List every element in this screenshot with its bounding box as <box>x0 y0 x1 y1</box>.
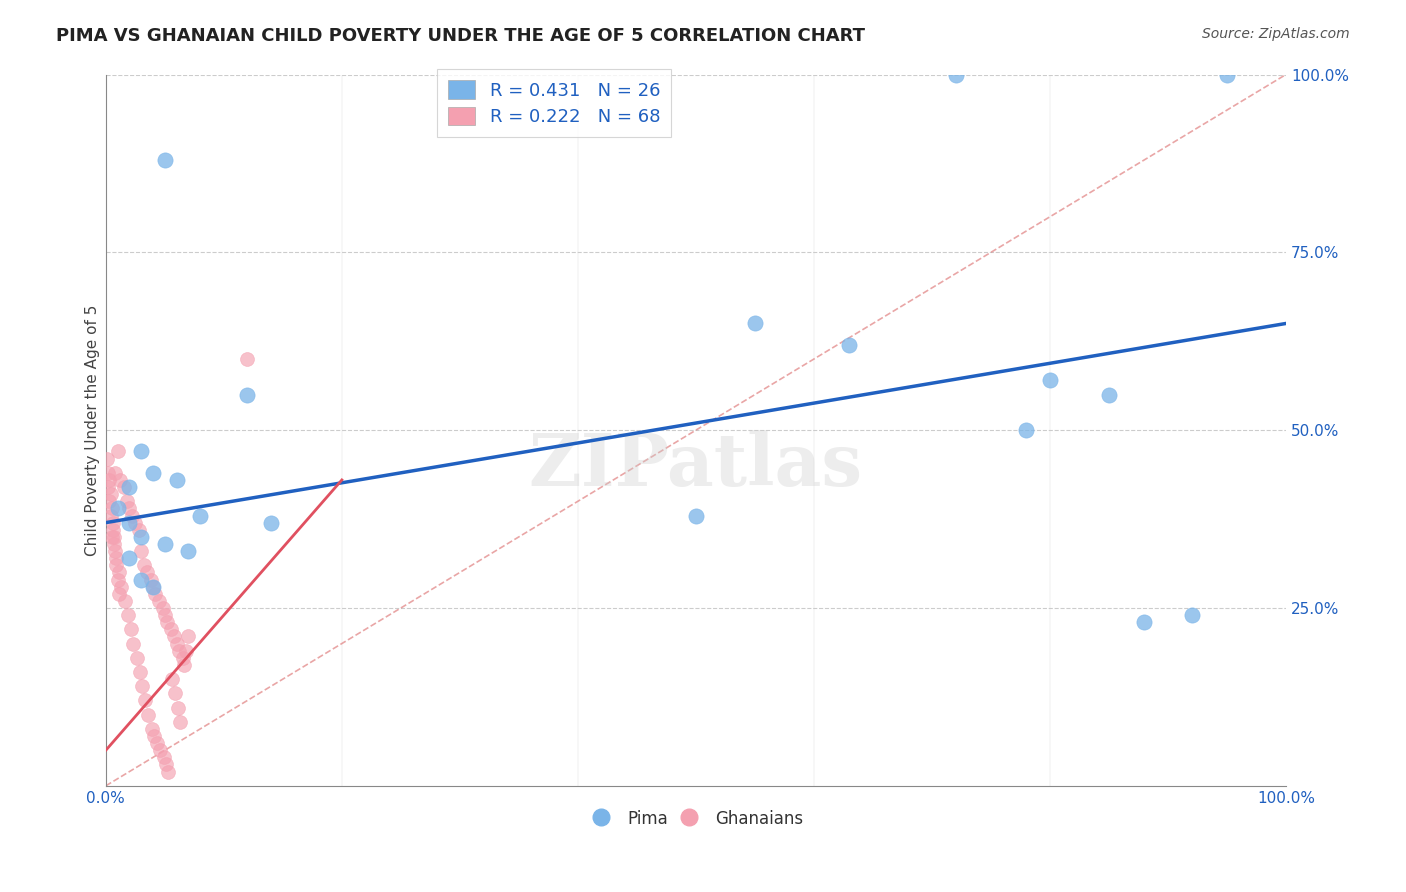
Point <box>744 317 766 331</box>
Point <box>177 629 200 643</box>
Point <box>163 629 186 643</box>
Point <box>236 387 259 401</box>
Point <box>177 544 200 558</box>
Point <box>104 466 127 480</box>
Point <box>169 714 191 729</box>
Point <box>145 587 167 601</box>
Point <box>103 537 125 551</box>
Point <box>105 558 128 573</box>
Point <box>100 508 122 523</box>
Point <box>122 636 145 650</box>
Point <box>145 736 167 750</box>
Point <box>117 608 139 623</box>
Point <box>167 643 190 657</box>
Point <box>129 544 152 558</box>
Point <box>129 444 152 458</box>
Point <box>1098 387 1121 401</box>
Text: ZIPatlas: ZIPatlas <box>529 430 863 501</box>
Point <box>136 566 159 580</box>
Point <box>153 153 176 167</box>
Point <box>166 700 188 714</box>
Point <box>172 650 194 665</box>
Point <box>115 494 138 508</box>
Legend: Pima, Ghanaians: Pima, Ghanaians <box>582 803 810 834</box>
Point <box>157 764 180 779</box>
Point <box>105 551 128 566</box>
Point <box>142 580 165 594</box>
Point <box>107 501 129 516</box>
Point <box>107 573 129 587</box>
Point <box>108 587 131 601</box>
Point <box>100 487 122 501</box>
Point <box>134 693 156 707</box>
Point <box>108 473 131 487</box>
Point <box>120 623 142 637</box>
Point <box>152 601 174 615</box>
Point <box>114 594 136 608</box>
Point <box>97 466 120 480</box>
Point <box>110 580 132 594</box>
Point <box>132 558 155 573</box>
Point <box>141 722 163 736</box>
Point <box>160 672 183 686</box>
Y-axis label: Child Poverty Under the Age of 5: Child Poverty Under the Age of 5 <box>86 304 100 556</box>
Point <box>131 679 153 693</box>
Point <box>1133 615 1156 630</box>
Point <box>152 750 174 764</box>
Point <box>173 657 195 672</box>
Point <box>138 707 160 722</box>
Point <box>165 686 187 700</box>
Point <box>107 444 129 458</box>
Point <box>188 508 211 523</box>
Point <box>128 523 150 537</box>
Point <box>149 743 172 757</box>
Point <box>1216 68 1239 82</box>
Point <box>142 580 165 594</box>
Point <box>838 338 860 352</box>
Point <box>97 480 120 494</box>
Point <box>129 665 152 679</box>
Point <box>118 551 141 566</box>
Point <box>129 530 152 544</box>
Text: Source: ZipAtlas.com: Source: ZipAtlas.com <box>1202 27 1350 41</box>
Point <box>103 530 125 544</box>
Text: PIMA VS GHANAIAN CHILD POVERTY UNDER THE AGE OF 5 CORRELATION CHART: PIMA VS GHANAIAN CHILD POVERTY UNDER THE… <box>56 27 865 45</box>
Point <box>100 501 122 516</box>
Point <box>104 544 127 558</box>
Point <box>96 451 118 466</box>
Point <box>1039 373 1062 387</box>
Point <box>108 566 131 580</box>
Point <box>125 650 148 665</box>
Point <box>118 501 141 516</box>
Point <box>685 508 707 523</box>
Point <box>101 523 124 537</box>
Point <box>236 351 259 366</box>
Point <box>101 516 124 530</box>
Point <box>153 608 176 623</box>
Point <box>129 573 152 587</box>
Point <box>143 729 166 743</box>
Point <box>260 516 283 530</box>
Point <box>121 508 143 523</box>
Point <box>124 516 146 530</box>
Point <box>155 757 177 772</box>
Point <box>98 473 121 487</box>
Point <box>174 643 197 657</box>
Point <box>142 466 165 480</box>
Point <box>118 480 141 494</box>
Point <box>1180 608 1202 623</box>
Point <box>118 516 141 530</box>
Point <box>153 537 176 551</box>
Point <box>148 594 170 608</box>
Point <box>98 494 121 508</box>
Point <box>1015 423 1038 437</box>
Point <box>166 636 188 650</box>
Point <box>139 573 162 587</box>
Point <box>112 480 135 494</box>
Point <box>100 530 122 544</box>
Point <box>945 68 967 82</box>
Point <box>159 623 181 637</box>
Point <box>156 615 179 630</box>
Point <box>166 473 188 487</box>
